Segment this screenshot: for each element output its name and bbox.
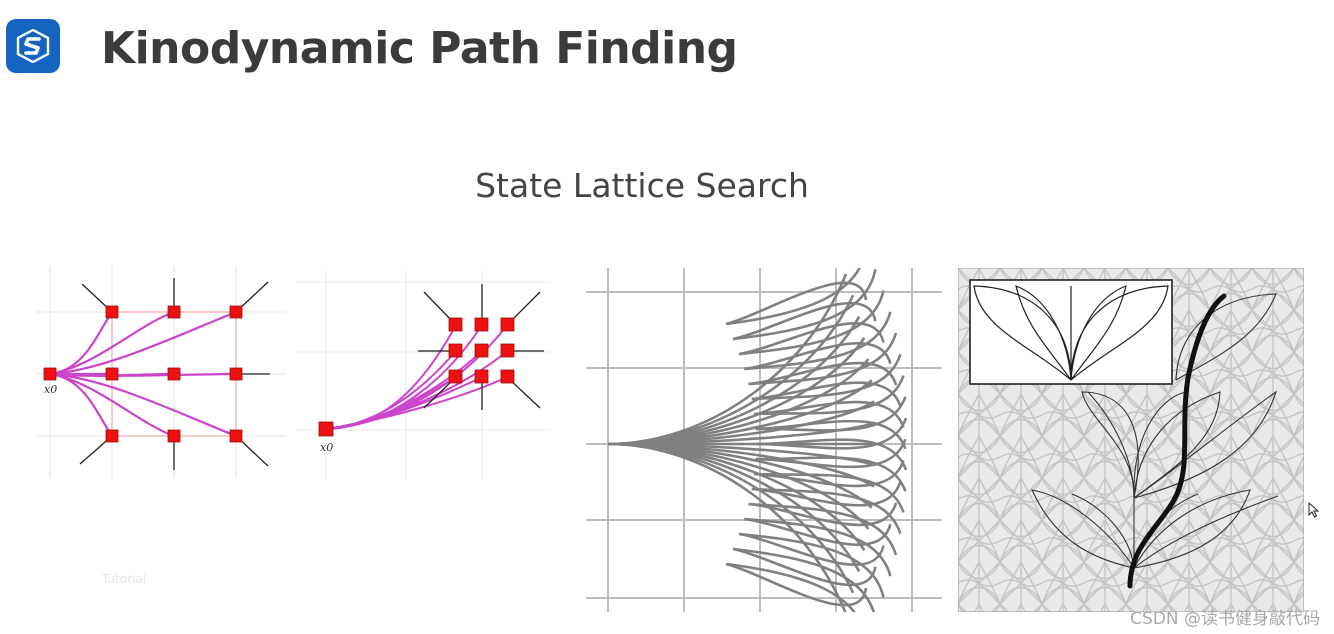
faint-slide-mark: Tutorial (102, 572, 147, 586)
origin-label: x0 (320, 441, 333, 454)
slide-subtitle: State Lattice Search (475, 166, 809, 205)
motion-primitive-fan-figure (586, 268, 942, 612)
origin-label: x0 (44, 383, 57, 396)
csdn-watermark: CSDN @读书健身敲代码 (1130, 609, 1320, 629)
slide-title: Kinodynamic Path Finding (101, 23, 738, 74)
control-space-lattice-figure: x0 (36, 266, 286, 478)
course-logo-icon (6, 19, 60, 73)
mouse-cursor-icon (1308, 502, 1319, 518)
state-space-lattice-figure: x0 (296, 270, 550, 480)
lattice-tiling-figure (958, 268, 1304, 612)
